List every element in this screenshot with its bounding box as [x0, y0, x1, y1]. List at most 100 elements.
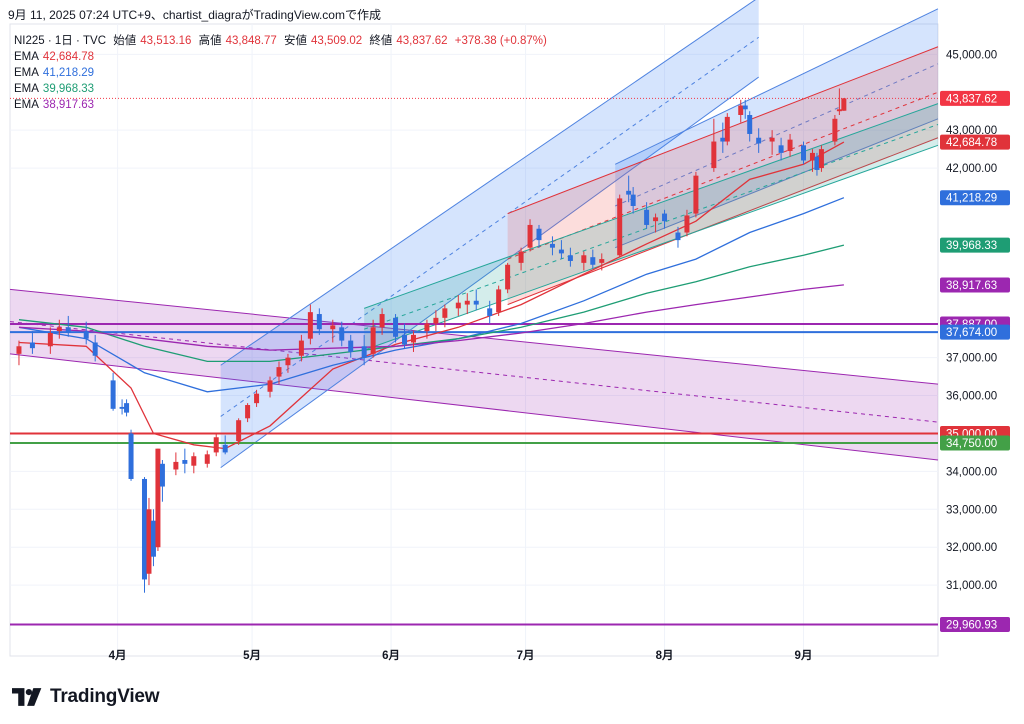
candle[interactable]	[316, 308, 322, 335]
candle[interactable]	[455, 295, 461, 316]
candle[interactable]	[307, 304, 313, 345]
candle[interactable]	[16, 340, 22, 366]
candle[interactable]	[738, 99, 744, 123]
candle[interactable]	[402, 323, 408, 349]
candle[interactable]	[29, 331, 35, 354]
candle[interactable]	[505, 262, 511, 294]
channel-upper-line[interactable]	[615, 8, 939, 165]
candle[interactable]	[693, 171, 699, 218]
candle[interactable]	[473, 289, 479, 311]
candle[interactable]	[442, 304, 448, 328]
candle[interactable]	[245, 403, 251, 423]
candle[interactable]	[724, 113, 730, 146]
channel-mid-line[interactable]	[615, 63, 939, 207]
candle[interactable]	[558, 240, 564, 260]
candle[interactable]	[65, 315, 71, 337]
channel-mid-line[interactable]	[363, 124, 939, 330]
candle[interactable]	[267, 376, 273, 398]
candle[interactable]	[119, 399, 125, 415]
candle[interactable]	[581, 251, 587, 271]
candle[interactable]	[769, 130, 775, 155]
candle[interactable]	[496, 285, 502, 316]
candle[interactable]	[662, 209, 668, 229]
ema-line[interactable]	[18, 244, 845, 363]
candle[interactable]	[222, 435, 228, 455]
channel-lower-line[interactable]	[363, 144, 939, 351]
candle[interactable]	[747, 111, 753, 142]
candle[interactable]	[141, 477, 147, 593]
candle[interactable]	[236, 418, 242, 445]
candle[interactable]	[182, 448, 188, 474]
channel-lower-line[interactable]	[615, 118, 939, 249]
candle[interactable]	[348, 334, 354, 358]
candle[interactable]	[56, 319, 62, 339]
candle[interactable]	[47, 327, 53, 354]
channel-mid-line[interactable]	[507, 91, 939, 260]
candle[interactable]	[173, 452, 179, 476]
candle[interactable]	[527, 219, 533, 252]
candle[interactable]	[110, 372, 116, 411]
candle[interactable]	[599, 253, 605, 271]
candle[interactable]	[159, 460, 165, 502]
candle[interactable]	[361, 334, 367, 366]
candle[interactable]	[836, 88, 842, 115]
candle[interactable]	[756, 128, 762, 153]
candle[interactable]	[410, 331, 416, 352]
candle[interactable]	[433, 310, 439, 332]
candle[interactable]	[841, 97, 847, 111]
candle[interactable]	[778, 137, 784, 161]
candle[interactable]	[204, 450, 210, 468]
legend-ema-row[interactable]: EMA 38,917.63	[14, 97, 551, 113]
candle[interactable]	[146, 497, 152, 586]
candle[interactable]	[155, 448, 161, 552]
price-label-badge[interactable]: 41,218.29	[940, 190, 1010, 206]
price-label-badge[interactable]: 42,684.78	[940, 134, 1010, 150]
channel-lower-line[interactable]	[220, 76, 759, 468]
channel-upper-line[interactable]	[9, 288, 939, 385]
candle[interactable]	[549, 236, 555, 256]
candle[interactable]	[285, 353, 291, 373]
candle[interactable]	[567, 247, 573, 267]
candle[interactable]	[809, 149, 815, 172]
ema-line[interactable]	[18, 284, 844, 351]
candle[interactable]	[536, 224, 542, 248]
candle[interactable]	[590, 249, 596, 269]
candle[interactable]	[213, 433, 219, 457]
candle[interactable]	[818, 145, 824, 172]
candle[interactable]	[124, 399, 130, 417]
price-label-badge[interactable]: 39,968.33	[940, 237, 1010, 253]
price-label-badge[interactable]: 43,837.62	[940, 90, 1010, 106]
price-label-badge[interactable]: 38,917.63	[940, 277, 1010, 293]
legend-ema-row[interactable]: EMA 42,684.78	[14, 49, 551, 65]
candle[interactable]	[626, 175, 632, 203]
candle[interactable]	[742, 99, 748, 119]
candle[interactable]	[298, 334, 304, 362]
candle[interactable]	[339, 321, 345, 347]
candle[interactable]	[393, 314, 399, 343]
candle[interactable]	[711, 118, 717, 172]
candle[interactable]	[644, 202, 650, 229]
candle[interactable]	[675, 226, 681, 248]
candle[interactable]	[720, 122, 726, 153]
ema-line[interactable]	[18, 141, 845, 450]
channel-mid-line[interactable]	[9, 321, 939, 423]
legend-ema-row[interactable]: EMA 41,218.29	[14, 65, 551, 81]
candle[interactable]	[254, 389, 260, 407]
price-label-badge[interactable]: 29,960.93	[940, 617, 1010, 633]
channel-upper-line[interactable]	[363, 103, 939, 309]
candle[interactable]	[832, 114, 838, 146]
candle[interactable]	[276, 361, 282, 385]
candle[interactable]	[424, 319, 430, 339]
candle[interactable]	[487, 300, 493, 324]
candle[interactable]	[370, 319, 376, 358]
candle[interactable]	[684, 209, 690, 237]
price-label-badge[interactable]: 34,750.00	[940, 435, 1010, 451]
channel-upper-line[interactable]	[220, 0, 759, 366]
channel-mid-line[interactable]	[220, 36, 759, 417]
candle[interactable]	[150, 509, 156, 567]
candle[interactable]	[92, 334, 98, 362]
candle[interactable]	[653, 213, 659, 233]
legend-ema-row[interactable]: EMA 39,968.33	[14, 81, 551, 97]
candle[interactable]	[630, 187, 636, 214]
